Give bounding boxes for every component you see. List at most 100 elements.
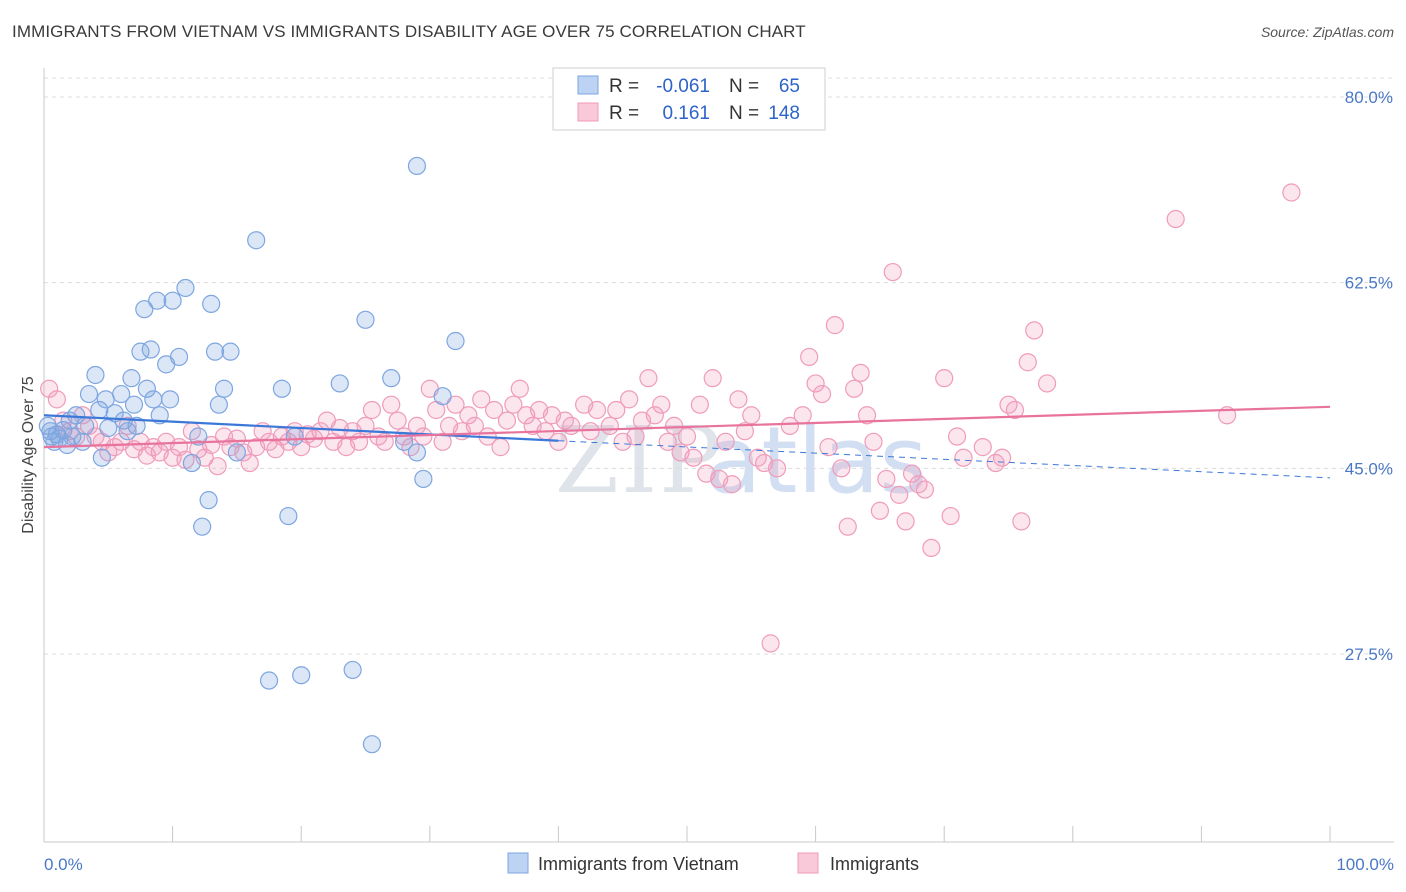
point-vietnam <box>148 291 167 310</box>
point-vietnam <box>76 416 95 435</box>
point-immigrants <box>845 379 864 398</box>
legend-r-value-vietnam: -0.061 <box>656 76 710 97</box>
point-immigrants <box>742 406 761 425</box>
point-vietnam <box>54 421 73 440</box>
point-immigrants <box>761 634 780 653</box>
point-immigrants <box>504 395 523 414</box>
point-immigrants <box>652 395 671 414</box>
point-vietnam <box>227 443 246 462</box>
point-immigrants <box>607 400 626 420</box>
point-immigrants <box>433 432 452 451</box>
point-immigrants <box>819 438 838 457</box>
point-immigrants <box>388 411 407 430</box>
series-immigrants-points <box>40 183 1301 653</box>
point-immigrants <box>729 390 748 409</box>
point-vietnam <box>247 231 266 250</box>
trend-line-vietnam <box>43 414 559 442</box>
point-immigrants <box>549 432 568 451</box>
bottom-legend-swatch-immigrants <box>797 852 819 874</box>
point-immigrants <box>491 438 510 457</box>
point-immigrants <box>767 459 787 478</box>
point-immigrants <box>626 427 645 446</box>
y-tick-label: 45.0% <box>1345 459 1393 478</box>
watermark-zip: ZIP <box>555 407 723 514</box>
point-immigrants <box>735 422 754 441</box>
legend-swatch-immigrants <box>577 102 599 122</box>
point-immigrants <box>472 390 491 409</box>
point-vietnam <box>150 406 169 425</box>
point-vietnam <box>407 443 427 462</box>
point-vietnam <box>292 666 311 685</box>
point-vietnam <box>193 517 212 536</box>
point-immigrants <box>935 369 954 388</box>
chart-title: IMMIGRANTS FROM VIETNAM VS IMMIGRANTS DI… <box>12 22 806 41</box>
point-immigrants <box>620 390 639 409</box>
x-tick-label-min: 0.0% <box>44 855 83 874</box>
point-vietnam <box>202 294 221 313</box>
y-tick-labels: 27.5% 45.0% 62.5% 80.0% <box>1345 88 1393 664</box>
point-immigrants <box>362 400 382 420</box>
x-tick-label-max: 100.0% <box>1336 855 1394 874</box>
point-vietnam <box>189 427 208 446</box>
point-immigrants <box>208 457 227 476</box>
point-immigrants <box>851 363 870 382</box>
point-immigrants <box>587 400 607 420</box>
point-immigrants <box>922 538 941 558</box>
point-immigrants <box>446 395 465 414</box>
point-immigrants <box>703 369 722 388</box>
point-vietnam <box>285 427 304 446</box>
point-vietnam <box>176 278 195 298</box>
point-vietnam <box>63 427 82 446</box>
point-immigrants <box>1018 353 1037 372</box>
legend-n-label-vietnam: N = <box>729 76 759 97</box>
point-immigrants <box>896 512 915 531</box>
trend-lines <box>43 405 1331 479</box>
point-immigrants <box>1005 400 1025 420</box>
point-vietnam <box>343 660 362 680</box>
point-immigrants <box>639 369 658 388</box>
point-immigrants <box>1282 183 1301 202</box>
point-immigrants <box>838 517 857 536</box>
point-vietnam <box>137 379 156 398</box>
point-vietnam <box>414 469 433 489</box>
legend-r-label-immigrants: R = <box>609 103 639 124</box>
trend-line-immigrants <box>43 405 1331 449</box>
point-vietnam <box>141 340 160 359</box>
trend-line-vietnam-extrapolated <box>558 440 1331 479</box>
point-immigrants <box>954 448 973 467</box>
point-vietnam <box>144 390 163 409</box>
point-vietnam <box>112 384 131 404</box>
legend-r-label-vietnam: R = <box>609 76 639 97</box>
point-vietnam <box>214 379 234 398</box>
point-immigrants <box>645 406 664 425</box>
bottom-legend-label-vietnam: Immigrants from Vietnam <box>538 854 739 874</box>
point-immigrants <box>864 432 883 451</box>
x-tick-labels: 0.0% 100.0% <box>44 855 1394 874</box>
point-vietnam <box>330 374 349 393</box>
bottom-legend-swatch-vietnam <box>507 852 529 874</box>
point-vietnam <box>135 300 154 319</box>
point-immigrants <box>890 485 909 504</box>
point-immigrants <box>600 416 619 435</box>
y-tick-label: 62.5% <box>1345 274 1393 293</box>
point-vietnam <box>169 347 189 367</box>
point-vietnam <box>272 379 292 398</box>
point-vietnam <box>124 395 144 414</box>
point-vietnam <box>182 453 201 473</box>
point-vietnam <box>221 342 240 361</box>
point-vietnam <box>92 448 111 467</box>
point-immigrants <box>1012 512 1031 531</box>
point-vietnam <box>205 342 225 361</box>
point-immigrants <box>812 384 832 404</box>
point-immigrants <box>832 459 851 478</box>
series-legend: Immigrants from Vietnam Immigrants <box>507 852 919 874</box>
point-immigrants <box>780 416 799 435</box>
correlation-legend: R = -0.061 N = 65 R = 0.161 N = 148 <box>552 67 826 131</box>
point-immigrants <box>992 448 1012 467</box>
point-immigrants <box>793 406 812 425</box>
point-immigrants <box>485 400 504 420</box>
point-vietnam <box>79 384 99 404</box>
point-vietnam <box>127 416 146 435</box>
point-vietnam <box>279 506 298 526</box>
